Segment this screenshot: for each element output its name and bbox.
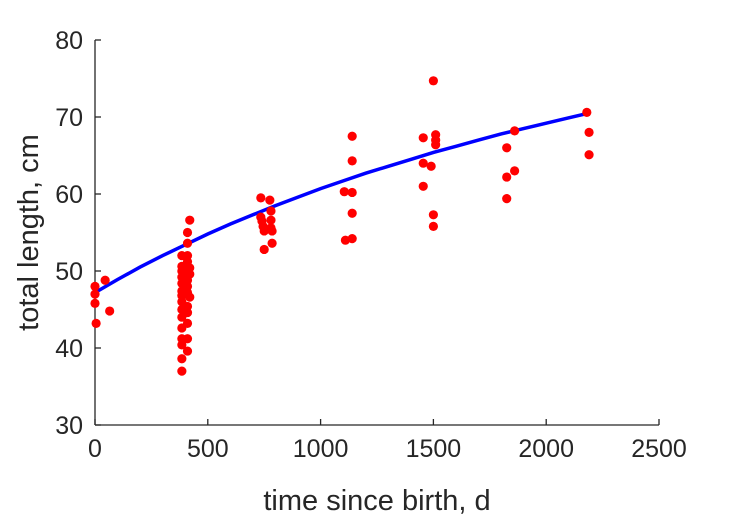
data-point — [182, 307, 193, 318]
y-tick-label: 50 — [55, 258, 83, 286]
y-tick-label: 70 — [55, 104, 83, 132]
x-axis-label: time since birth, d — [263, 485, 490, 517]
data-point — [182, 238, 193, 248]
data-point — [177, 366, 187, 376]
data-point — [91, 318, 101, 328]
data-point — [428, 76, 438, 86]
data-point — [431, 140, 441, 150]
data-point — [339, 187, 349, 197]
x-tick-label: 1500 — [406, 435, 462, 463]
y-axis-label: total length, cm — [13, 134, 45, 331]
data-point — [182, 318, 193, 328]
data-point — [502, 172, 512, 182]
data-point — [347, 187, 357, 198]
data-point — [256, 193, 266, 203]
fit-line — [93, 111, 591, 295]
data-point — [510, 126, 520, 136]
data-point — [347, 234, 357, 244]
x-tick-label: 1000 — [293, 435, 349, 463]
data-point — [177, 354, 187, 364]
data-point — [90, 289, 100, 299]
data-point — [502, 194, 512, 204]
data-points-group — [90, 76, 594, 376]
data-point — [265, 195, 275, 205]
y-tick-label: 80 — [55, 27, 83, 55]
x-tick-label: 2000 — [518, 435, 574, 463]
data-point — [582, 107, 592, 117]
data-point — [426, 161, 436, 171]
data-point — [185, 292, 195, 302]
x-tick-label: 2500 — [631, 435, 687, 463]
x-tick-label: 0 — [88, 435, 102, 463]
data-point — [418, 181, 428, 191]
data-point — [182, 227, 193, 238]
axes — [94, 39, 660, 426]
data-point — [185, 269, 195, 279]
data-point — [90, 298, 100, 308]
data-point — [347, 208, 357, 218]
data-point — [177, 340, 187, 350]
data-point — [105, 306, 115, 316]
data-point — [267, 226, 277, 236]
data-point — [428, 221, 438, 231]
data-point — [182, 334, 193, 344]
data-point — [266, 206, 276, 216]
data-point — [100, 275, 110, 285]
data-point — [267, 238, 277, 248]
data-point — [418, 133, 428, 143]
data-point — [90, 281, 100, 291]
data-point — [182, 346, 193, 356]
data-point — [259, 244, 269, 255]
fit-line-group — [93, 111, 591, 295]
data-point — [428, 210, 438, 220]
data-point — [266, 215, 276, 225]
y-tick-label: 30 — [55, 412, 83, 440]
data-point — [584, 150, 594, 160]
data-point — [418, 158, 428, 168]
y-tick-label: 60 — [55, 181, 83, 209]
data-point — [347, 131, 357, 141]
data-point — [510, 166, 520, 176]
data-point — [185, 215, 195, 225]
data-point — [347, 156, 357, 166]
data-point — [584, 127, 594, 137]
data-point — [502, 143, 512, 153]
tick-labels-group: 0 500 1000 1500 2000 2500 30 40 50 60 70 80 — [55, 27, 687, 463]
y-tick-label: 40 — [55, 335, 83, 363]
x-tick-label: 500 — [187, 435, 229, 463]
